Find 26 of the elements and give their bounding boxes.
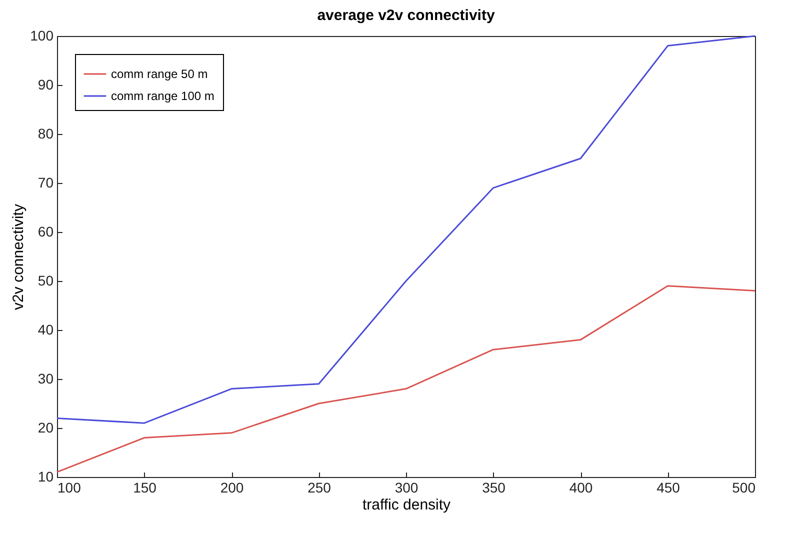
y-tick-label: 70 xyxy=(38,174,54,190)
x-tick-label: 500 xyxy=(732,480,756,496)
x-tick-label: 150 xyxy=(133,480,157,496)
y-tick-label: 10 xyxy=(38,468,54,484)
y-tick-label: 100 xyxy=(30,28,54,44)
x-tick-label: 300 xyxy=(394,480,418,496)
x-tick-label: 250 xyxy=(308,480,332,496)
x-tick-label: 200 xyxy=(220,480,244,496)
legend-label: comm range 50 m xyxy=(111,67,208,81)
y-tick-label: 90 xyxy=(38,76,54,92)
x-tick-label: 400 xyxy=(569,480,593,496)
y-tick-label: 40 xyxy=(38,322,54,338)
y-tick-label: 60 xyxy=(38,224,54,240)
y-axis-title: v2v connectivity xyxy=(10,204,28,310)
y-tick-label: 50 xyxy=(38,272,54,288)
y-tick-label: 30 xyxy=(38,370,54,386)
y-tick-label: 80 xyxy=(38,126,54,142)
line-series xyxy=(56,285,756,473)
x-tick-label: 100 xyxy=(58,480,82,496)
chart-title: average v2v connectivity xyxy=(317,7,496,24)
y-tick-label: 20 xyxy=(38,420,54,436)
x-tick-label: 450 xyxy=(656,480,680,496)
x-tick-label: 350 xyxy=(482,480,506,496)
line-series xyxy=(56,35,756,424)
legend-label: comm range 100 m xyxy=(111,89,214,103)
x-axis-title: traffic density xyxy=(362,496,452,514)
